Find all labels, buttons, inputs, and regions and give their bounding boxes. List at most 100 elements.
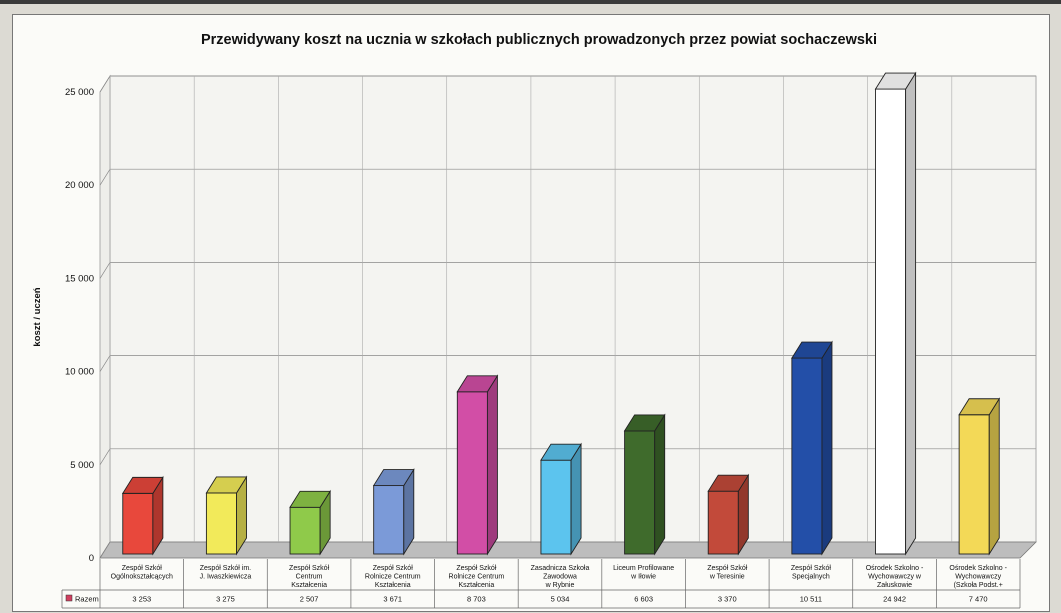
- bar: [623, 413, 666, 556]
- legend-label: Razem: [75, 595, 99, 604]
- bar-top: [372, 469, 415, 487]
- bar: [372, 468, 415, 556]
- top-border: [0, 0, 1061, 4]
- bar-top: [623, 414, 666, 432]
- category-label: Zespół Szkół: [122, 565, 163, 572]
- bar-chart: Przewidywany koszt na ucznia w szkołach …: [32, 32, 1037, 609]
- bar-front: [456, 391, 488, 555]
- bar-side: [988, 397, 1000, 556]
- bar: [289, 489, 331, 556]
- bar: [958, 397, 1001, 556]
- category-label: Zespół Szkół: [373, 565, 414, 572]
- y-tick-label: 15 000: [65, 273, 94, 284]
- category-label: Zasadnicza Szkoła: [531, 565, 590, 572]
- bar: [205, 475, 248, 556]
- category-label: Kształcenia: [375, 582, 411, 589]
- bar-front: [289, 506, 321, 555]
- bar-top: [456, 375, 499, 393]
- y-tick-label: 0: [89, 553, 94, 564]
- bar-front: [707, 490, 739, 555]
- legend-marker: [65, 594, 73, 602]
- bar-front: [540, 459, 572, 555]
- category-label: Zespół Szkół im.: [200, 565, 251, 572]
- category-label: w Iłowie: [630, 574, 656, 581]
- bar-top: [791, 341, 833, 359]
- gridline-side: [99, 355, 111, 372]
- category-label: Wychowawczy w: [868, 574, 922, 581]
- category-label: w Teresinie: [709, 574, 745, 581]
- bar: [874, 71, 917, 556]
- category-label: Kształcenia: [458, 582, 494, 589]
- gridline-side: [99, 541, 111, 559]
- data-value-label: 7 470: [969, 595, 988, 604]
- bar-top: [874, 72, 917, 90]
- category-label: Zespół Szkół: [791, 565, 832, 572]
- bar: [121, 475, 164, 556]
- bar-front: [373, 485, 405, 555]
- category-label: Zawodowa: [543, 574, 577, 581]
- bar-top: [540, 443, 582, 461]
- y-axis-label: koszt / uczeń: [32, 287, 43, 346]
- y-tick-label: 10 000: [65, 367, 94, 378]
- bar-front: [958, 414, 990, 555]
- y-tick-label: 25 000: [65, 87, 94, 98]
- side-wall: [99, 74, 111, 560]
- gridline-side: [99, 75, 111, 93]
- bar-side: [905, 71, 917, 556]
- category-label: Ogólnokształcących: [111, 574, 173, 581]
- data-value-label: 6 603: [634, 595, 653, 604]
- bar-front: [122, 492, 154, 555]
- category-label: Zespół Szkół: [456, 565, 497, 572]
- bar-top: [707, 474, 750, 492]
- data-value-label: 3 671: [383, 595, 402, 604]
- category-label: Ośrodek Szkolno -: [866, 565, 924, 572]
- data-value-label: 5 034: [551, 595, 570, 604]
- data-value-label: 3 370: [718, 595, 737, 604]
- category-label: Kształcenia: [291, 582, 327, 589]
- y-axis: 0 5 000 10 000 15 000 20 000 25 000: [65, 87, 94, 564]
- bar: [456, 374, 499, 556]
- chart-title: Przewidywany koszt na ucznia w szkołach …: [201, 32, 877, 48]
- bar-top: [958, 398, 1001, 416]
- data-value-label: 3 275: [216, 595, 235, 604]
- y-tick-label: 5 000: [70, 460, 94, 471]
- category-label: Rolnicze Centrum: [365, 574, 421, 581]
- category-label: Załuskowie: [877, 582, 912, 589]
- category-label: Wychowawczy: [955, 574, 1001, 581]
- gridline-side: [99, 448, 111, 465]
- category-label: (Szkoła Podst.+: [954, 582, 1003, 589]
- bar: [791, 340, 833, 556]
- bar-front: [875, 88, 907, 555]
- bar-side: [821, 340, 833, 556]
- bar-front: [624, 430, 656, 555]
- data-value-label: 24 942: [883, 595, 906, 604]
- category-label: Zespół Szkół: [707, 565, 748, 572]
- bar-front: [791, 357, 823, 555]
- bar-top: [121, 476, 164, 494]
- bar-side: [486, 374, 498, 556]
- bar-side: [654, 413, 666, 556]
- category-labels: Zespół Szkół Ogólnokształcących Zespół Szk…: [61, 559, 1021, 609]
- bar-front: [205, 492, 237, 555]
- gridline-side: [99, 169, 111, 186]
- gridline-side: [99, 262, 111, 279]
- y-tick-label: 20 000: [65, 180, 94, 191]
- bar-top: [205, 476, 248, 494]
- data-value-label: 8 703: [467, 595, 486, 604]
- category-label: J. Iwaszkiewicza: [200, 574, 252, 581]
- category-label: Ośrodek Szkolno -: [949, 565, 1007, 572]
- data-value-label: 3 253: [132, 595, 151, 604]
- bar-side: [570, 442, 582, 556]
- category-label: Liceum Profilowane: [613, 565, 674, 572]
- data-value-label: 10 511: [800, 595, 822, 604]
- data-table: Razem 3 253 3 275 2 507 3 671 8 703 5 034 6 603…: [65, 594, 988, 604]
- category-label: Rolnicze Centrum: [449, 574, 505, 581]
- category-label: Specjalnych: [792, 574, 830, 581]
- category-label: Zespół Szkół: [289, 565, 330, 572]
- data-value-label: 2 507: [300, 595, 319, 604]
- bar: [707, 473, 750, 556]
- chart-bars: [121, 71, 1001, 556]
- category-label: w Rybnie: [545, 582, 575, 589]
- bar: [540, 442, 582, 556]
